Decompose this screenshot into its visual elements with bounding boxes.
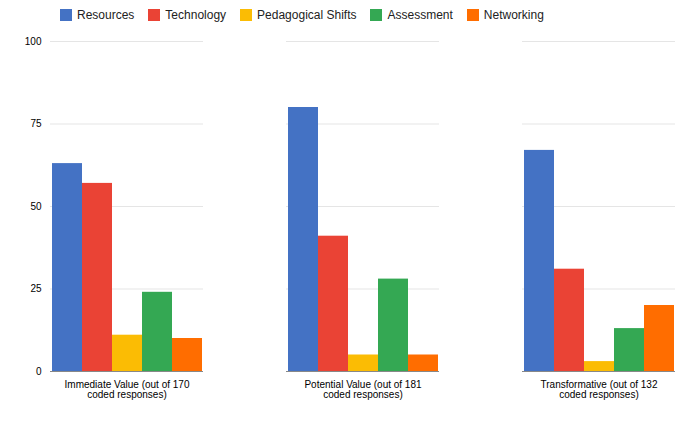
svg-text:100: 100 <box>25 36 42 47</box>
svg-text:50: 50 <box>30 201 42 212</box>
svg-text:Transformative (out of 132code: Transformative (out of 132coded response… <box>541 379 658 400</box>
html-text:Technology: Technology <box>165 8 227 22</box>
html-text:Networking: Networking <box>483 8 544 22</box>
html-text:Pedagogical Shifts: Pedagogical Shifts <box>257 8 357 22</box>
svg-text:Potential Value (out of 181cod: Potential Value (out of 181coded respons… <box>304 379 422 400</box>
svg-text:75: 75 <box>30 118 42 129</box>
svg-text:25: 25 <box>30 283 42 294</box>
svg-text:0: 0 <box>36 366 42 377</box>
html-text:Assessment: Assessment <box>387 8 453 22</box>
html-text:Resources: Resources <box>77 8 135 22</box>
svg-text:Immediate Value (out of 170cod: Immediate Value (out of 170coded respons… <box>65 379 190 400</box>
